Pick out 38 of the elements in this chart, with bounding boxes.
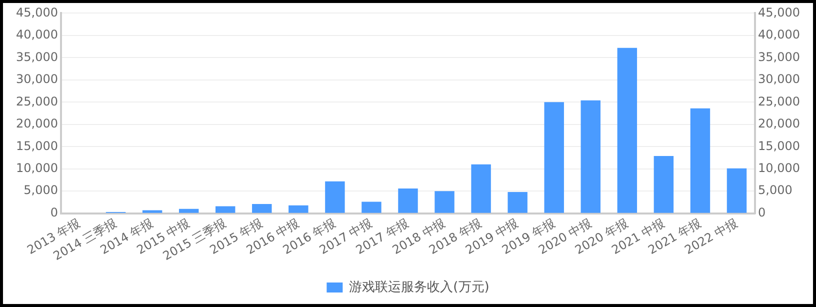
bar	[398, 188, 418, 213]
bar	[580, 100, 600, 213]
bar	[325, 181, 345, 213]
y-tick-label: 0	[50, 205, 58, 220]
y2-tick-label: 0	[758, 205, 766, 220]
y2-tick-label: 15,000	[758, 138, 800, 153]
y-tick-label: 15,000	[16, 138, 58, 153]
bar	[508, 192, 528, 213]
y2-tick-label: 10,000	[758, 161, 800, 175]
y-tick-label: 40,000	[16, 28, 58, 42]
y2-tick-label: 40,000	[758, 28, 800, 42]
y-tick-label: 45,000	[16, 5, 58, 20]
bar	[617, 48, 638, 213]
y-tick-label: 30,000	[16, 72, 58, 86]
y-tick-label: 35,000	[16, 50, 58, 64]
y2-tick-label: 20,000	[758, 116, 800, 131]
bar	[362, 202, 382, 213]
bar	[252, 204, 272, 213]
bar	[434, 191, 454, 213]
y-tick-label: 5,000	[24, 183, 58, 198]
y2-tick-label: 35,000	[758, 50, 800, 64]
y-tick-label: 10,000	[16, 161, 58, 175]
bar	[216, 206, 236, 213]
y2-tick-label: 45,000	[758, 5, 800, 20]
legend-label: 游戏联运服务收入(万元)	[349, 280, 490, 295]
y-tick-label: 20,000	[16, 116, 58, 131]
y-tick-label: 25,000	[16, 94, 58, 108]
bar	[544, 102, 564, 213]
y2-tick-label: 25,000	[758, 94, 800, 108]
bar	[178, 208, 199, 213]
bar	[142, 210, 162, 213]
y2-tick-label: 5,000	[758, 183, 792, 198]
y2-tick-label: 30,000	[758, 72, 800, 86]
bar	[726, 168, 747, 213]
bar	[690, 108, 710, 213]
bar	[654, 156, 674, 213]
bar	[471, 164, 491, 213]
bar	[288, 205, 308, 213]
